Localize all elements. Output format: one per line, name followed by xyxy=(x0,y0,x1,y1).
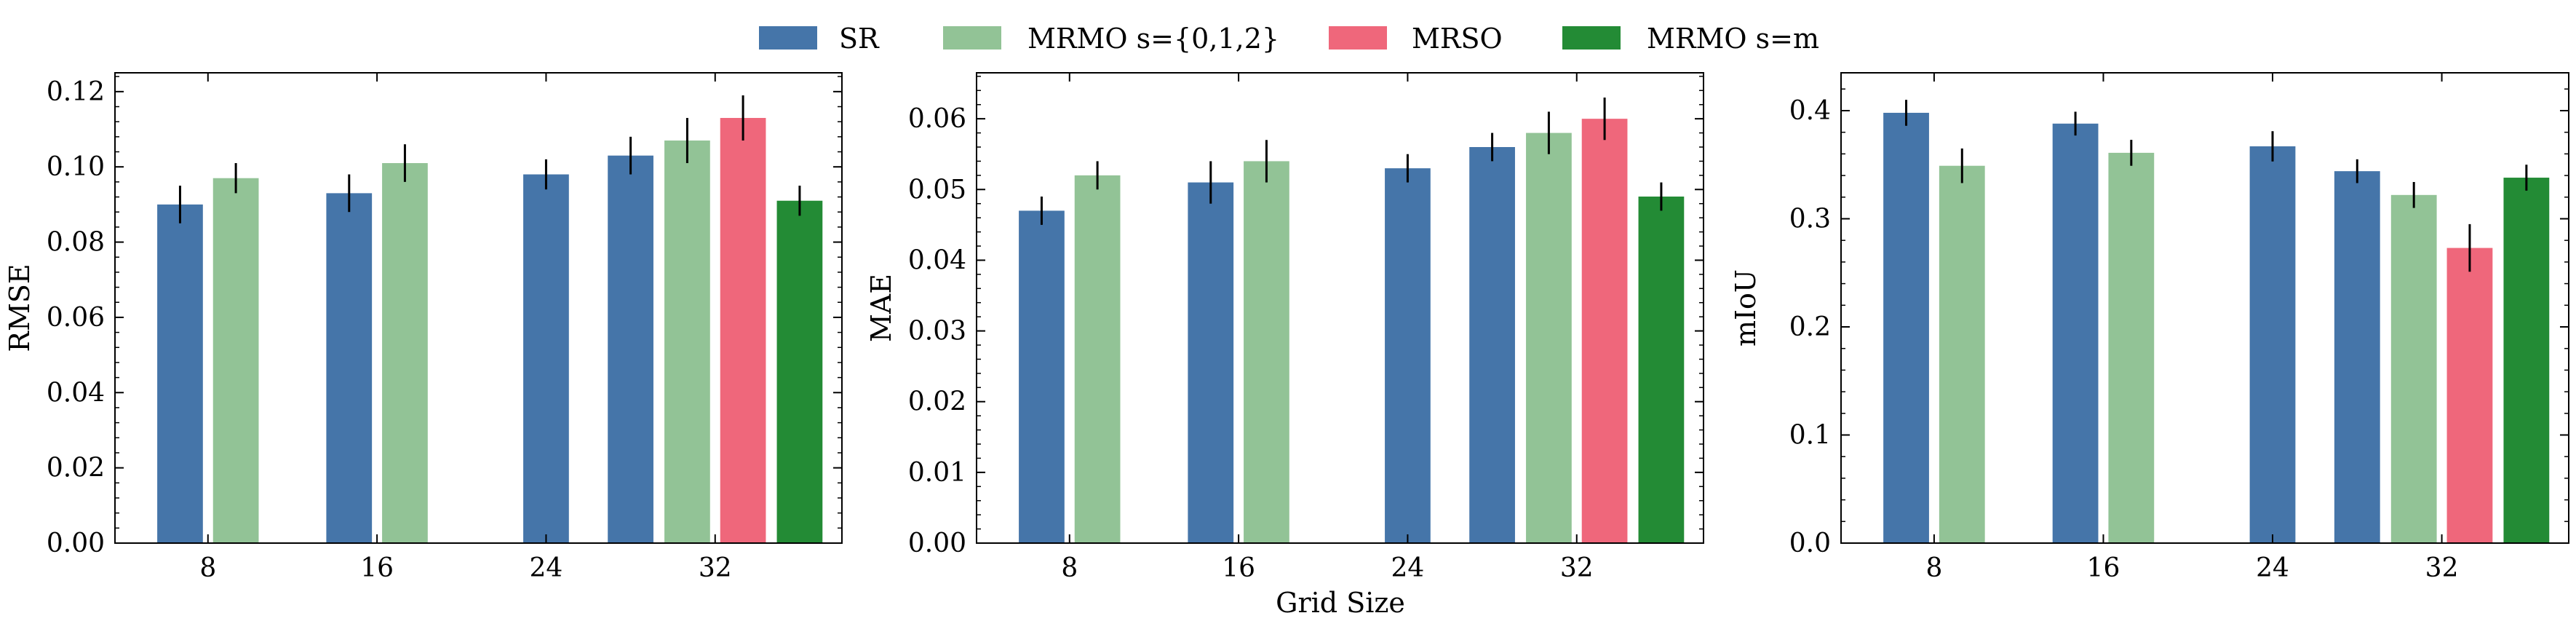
rmse-chart: 0.00 0.02 0.04 0.06 0.08 0.10 0.12 8 16 24 32 RMSE xyxy=(4,72,843,583)
legend-swatch-sr xyxy=(759,26,817,50)
bar-mrmo-s-0-1-2-32 xyxy=(1526,132,1572,544)
x-tick-label: 16 xyxy=(360,553,394,583)
bar-mrmo-s-m-32 xyxy=(776,200,823,543)
bar-mrmo-s-0-1-2-32 xyxy=(2390,194,2437,543)
y-tick-label: 0.3 xyxy=(1789,204,1831,234)
bar-mrso-32 xyxy=(720,118,766,544)
bar-mrmo-s-0-1-2-8 xyxy=(1939,165,1985,543)
y-tick-label: 0.10 xyxy=(47,152,105,182)
bar-sr-8 xyxy=(1019,210,1065,543)
bar-sr-32 xyxy=(608,155,653,544)
legend-label-mrmo-m: MRMO s=m xyxy=(1647,23,1819,55)
x-tick-label: 16 xyxy=(1222,553,1255,583)
plot-frame xyxy=(1840,72,2569,544)
legend-label-mrso: MRSO xyxy=(1412,23,1503,55)
x-tick-label: 24 xyxy=(530,553,563,583)
y-tick-label: 0.06 xyxy=(908,104,966,134)
y-axis-label: MAE xyxy=(865,274,897,342)
legend-label-sr: SR xyxy=(839,23,880,55)
y-tick-label: 0.08 xyxy=(47,228,105,258)
x-tick-label: 8 xyxy=(1925,553,1942,583)
y-tick-label: 0.04 xyxy=(47,378,105,408)
bar-mrmo-s-0-1-2-8 xyxy=(1074,175,1121,543)
legend-item-mrmo-m: MRMO s=m xyxy=(1562,23,1819,55)
legend: SR MRMO s={0,1,2} MRSO MRMO s=m xyxy=(759,23,1819,55)
bar-sr-24 xyxy=(2249,146,2296,544)
bar-mrmo-s-0-1-2-16 xyxy=(2108,152,2155,543)
bar-mrmo-s-m-32 xyxy=(2503,178,2550,543)
legend-item-mrso: MRSO xyxy=(1329,23,1503,55)
x-tick-label: 32 xyxy=(1560,553,1594,583)
x-tick-label: 24 xyxy=(1391,553,1425,583)
bar-mrmo-s-0-1-2-8 xyxy=(212,178,259,544)
y-tick-label: 0.2 xyxy=(1789,312,1831,342)
legend-swatch-mrmo-012 xyxy=(943,26,1001,50)
x-tick-label: 32 xyxy=(2425,553,2459,583)
bar-sr-16 xyxy=(1188,182,1234,544)
y-tick-label: 0.1 xyxy=(1789,420,1831,450)
bar-sr-16 xyxy=(326,193,373,543)
bar-sr-24 xyxy=(523,174,569,543)
miou-chart: 0.0 0.1 0.2 0.3 0.4 8 16 24 32 mIoU xyxy=(1730,72,2569,583)
bar-sr-16 xyxy=(2052,123,2099,543)
y-tick-label: 0.4 xyxy=(1789,96,1831,126)
bar-mrmo-s-0-1-2-32 xyxy=(664,141,710,544)
y-tick-label: 0.02 xyxy=(908,387,966,417)
bar-mrmo-s-m-32 xyxy=(1638,197,1685,543)
legend-swatch-mrso xyxy=(1329,26,1387,50)
y-axis-label: mIoU xyxy=(1730,269,1762,347)
bar-sr-8 xyxy=(1883,112,1929,543)
legend-item-sr: SR xyxy=(759,23,880,55)
bar-mrmo-s-0-1-2-16 xyxy=(1244,161,1289,543)
legend-item-mrmo-012: MRMO s={0,1,2} xyxy=(943,23,1279,55)
x-tick-label: 32 xyxy=(699,553,732,583)
x-tick-label: 24 xyxy=(2256,553,2289,583)
mae-chart: 0.00 0.01 0.02 0.03 0.04 0.05 0.06 8 16 24 32 MAE xyxy=(865,72,1704,583)
legend-swatch-mrmo-m xyxy=(1562,26,1621,50)
legend-label-mrmo-012: MRMO s={0,1,2} xyxy=(1027,23,1279,55)
bar-sr-32 xyxy=(1469,147,1515,543)
x-tick-label: 8 xyxy=(199,553,216,583)
y-tick-label: 0.01 xyxy=(908,458,966,488)
plot-frame xyxy=(976,72,1704,544)
y-tick-label: 0.02 xyxy=(47,454,105,483)
y-tick-label: 0.05 xyxy=(908,175,966,205)
x-tick-label: 8 xyxy=(1061,553,1078,583)
x-axis-label: Grid Size xyxy=(1276,587,1405,619)
y-tick-label: 0.00 xyxy=(908,529,966,558)
y-tick-label: 0.06 xyxy=(47,303,105,333)
bar-mrso-32 xyxy=(2446,248,2493,543)
bar-sr-8 xyxy=(157,204,203,543)
y-tick-label: 0.04 xyxy=(908,245,966,275)
bar-sr-24 xyxy=(1385,168,1431,544)
bar-mrso-32 xyxy=(1581,119,1628,544)
y-tick-label: 0.03 xyxy=(908,317,966,347)
y-tick-label: 0.12 xyxy=(47,77,105,107)
y-tick-label: 0.00 xyxy=(47,529,105,558)
bar-sr-32 xyxy=(2334,171,2380,543)
x-tick-label: 16 xyxy=(2087,553,2120,583)
y-axis-label: RMSE xyxy=(4,264,36,352)
bar-mrmo-s-0-1-2-16 xyxy=(382,163,428,544)
y-tick-label: 0.0 xyxy=(1789,529,1831,558)
plot-frame xyxy=(114,72,843,544)
